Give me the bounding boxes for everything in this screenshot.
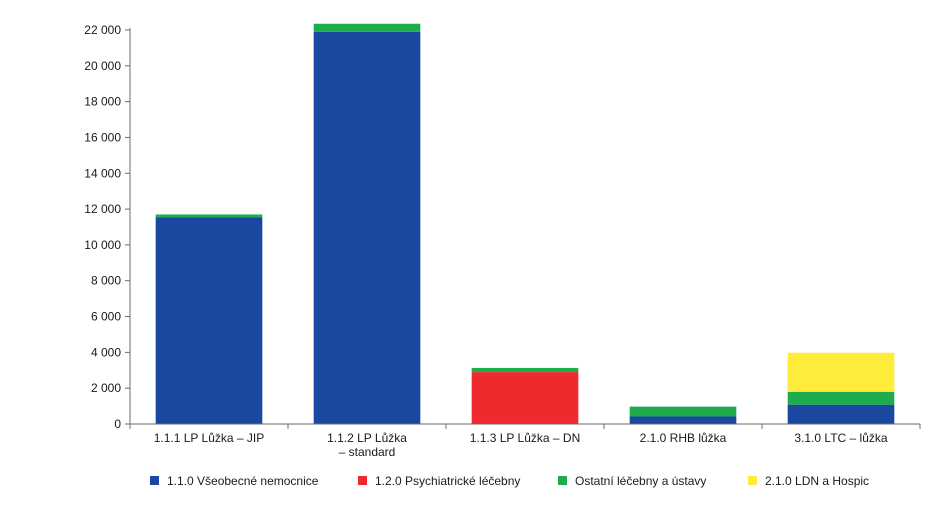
y-tick-label: 6 000 (91, 310, 121, 324)
y-axis: 0 2 000 4 000 6 000 8 000 10 000 12 000 14 000 1… (84, 23, 131, 431)
x-tick-label: 1.1.1 LP Lůžka – JIP (154, 431, 265, 445)
x-tick-label: 1.1.2 LP Lůžka – standard (327, 431, 407, 459)
legend-swatch (748, 476, 757, 485)
y-tick-label: 18 000 (84, 95, 121, 109)
y-tick-label: 0 (114, 417, 121, 431)
bar-segment (629, 416, 737, 424)
x-tick-label: 1.1.3 LP Lůžka – DN (470, 431, 581, 445)
bar-segment (471, 367, 579, 373)
bar-segment (787, 404, 895, 424)
bar-segment (313, 23, 421, 32)
y-tick-label: 10 000 (84, 238, 121, 252)
x-tick-label: 3.1.0 LTC – lůžka (794, 431, 887, 445)
bar-segment (787, 352, 895, 392)
y-tick-label: 16 000 (84, 130, 121, 144)
legend-label: 1.2.0 Psychiatrické léčebny (375, 474, 520, 488)
legend-label: 2.1.0 LDN a Hospic (765, 474, 869, 488)
legend: 1.1.0 Všeobecné nemocnice 1.2.0 Psychiatr… (150, 474, 869, 488)
y-tick-label: 2 000 (91, 381, 121, 395)
legend-label: Ostatní léčebny a ústavy (575, 474, 706, 488)
legend-swatch (558, 476, 567, 485)
bar-segment (313, 31, 421, 425)
y-tick-label: 14 000 (84, 166, 121, 180)
y-tick-label: 12 000 (84, 202, 121, 216)
legend-label: 1.1.0 Všeobecné nemocnice (167, 474, 319, 488)
y-tick-label: 20 000 (84, 59, 121, 73)
x-tick-label: 2.1.0 RHB lůžka (640, 431, 727, 445)
bar-segment (629, 406, 737, 417)
bar-segment (787, 391, 895, 405)
legend-swatch (150, 476, 159, 485)
bar-segment (471, 372, 579, 424)
x-axis: 1.1.1 LP Lůžka – JIP 1.1.2 LP Lůžka – stan… (129, 423, 921, 459)
bar-segment (155, 217, 263, 424)
bars (155, 23, 895, 425)
y-tick-label: 22 000 (84, 23, 121, 37)
legend-swatch (358, 476, 367, 485)
bar-segment (155, 214, 263, 218)
y-tick-label: 4 000 (91, 345, 121, 359)
y-tick-label: 8 000 (91, 274, 121, 288)
